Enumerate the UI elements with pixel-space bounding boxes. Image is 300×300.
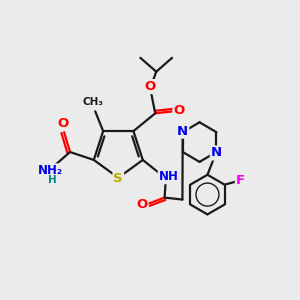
Text: NH: NH bbox=[159, 170, 178, 183]
Text: N: N bbox=[177, 125, 188, 138]
Text: O: O bbox=[58, 117, 69, 130]
Text: O: O bbox=[136, 198, 147, 211]
Text: CH₃: CH₃ bbox=[83, 98, 104, 107]
Text: N: N bbox=[211, 146, 222, 160]
Text: H: H bbox=[48, 175, 57, 185]
Text: NH₂: NH₂ bbox=[38, 164, 63, 177]
Text: S: S bbox=[113, 172, 123, 185]
Text: F: F bbox=[236, 174, 245, 187]
Text: O: O bbox=[145, 80, 156, 93]
Text: O: O bbox=[173, 104, 184, 117]
